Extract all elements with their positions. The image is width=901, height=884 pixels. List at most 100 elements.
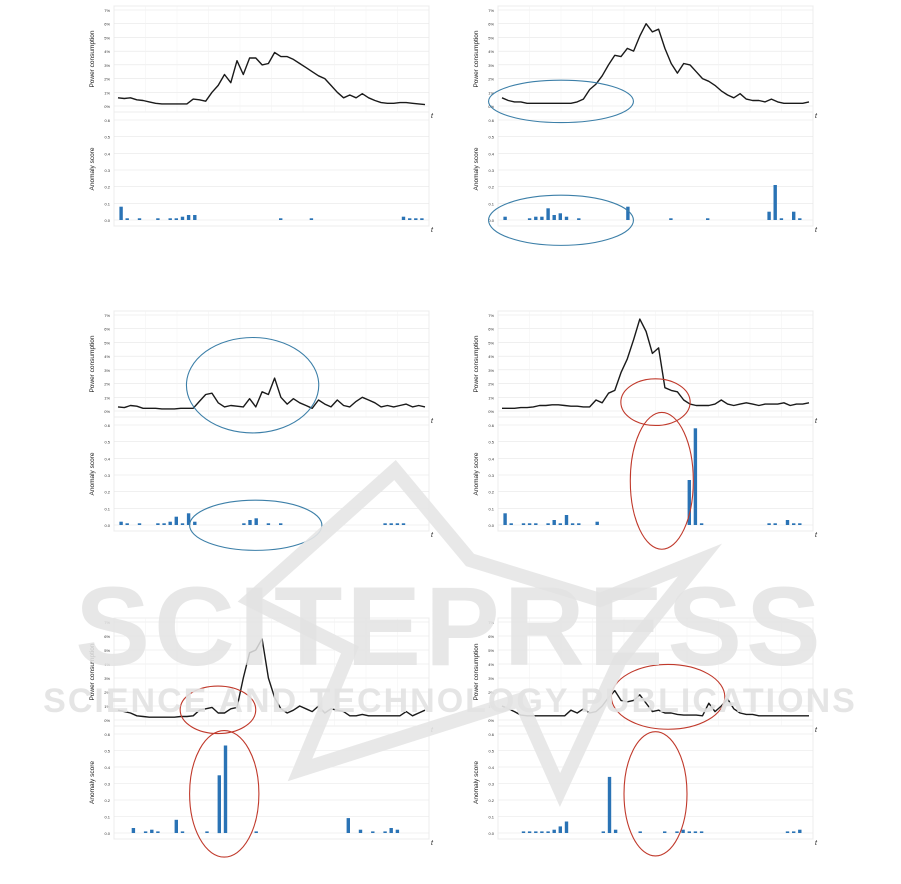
anomaly-tick-label: 0.1 — [104, 201, 110, 206]
power-tick-label: 5% — [488, 35, 494, 40]
power-tick-label: 2% — [104, 382, 110, 387]
anomaly-tick-label: 0.5 — [488, 440, 494, 445]
anomaly-panel-frame — [497, 416, 814, 532]
anomaly-bar — [395, 523, 400, 525]
anomaly-bar — [785, 831, 790, 833]
anomaly-tick-label: 0.3 — [104, 168, 110, 173]
power-tick-label: 4% — [488, 354, 494, 359]
anomaly-bar — [186, 513, 191, 525]
anomaly-bar — [699, 831, 704, 833]
power-tick-label: 1% — [104, 395, 110, 400]
power-axis-label: Power consumption — [89, 335, 96, 392]
power-t-label: t — [431, 113, 434, 120]
anomaly-tick-label: 0.2 — [488, 185, 494, 190]
anomaly-bar — [401, 523, 406, 525]
anomaly-panel-frame — [113, 111, 430, 227]
power-tick-label: 7% — [104, 313, 110, 318]
anomaly-bar — [767, 211, 771, 220]
anomaly-bar — [509, 523, 513, 525]
anomaly-bar — [174, 516, 178, 525]
anomaly-bar — [119, 521, 123, 525]
anomaly-bar — [309, 218, 314, 220]
anomaly-tick-label: 0.5 — [104, 440, 110, 445]
power-tick-label: 6% — [104, 634, 110, 639]
anomaly-bar — [546, 208, 550, 220]
anomaly-bar — [383, 831, 387, 833]
anomaly-bar — [687, 831, 691, 833]
anomaly-tick-label: 0.1 — [488, 506, 494, 511]
anomaly-tick-label: 0.6 — [488, 732, 494, 737]
anomaly-tick-label: 0.6 — [488, 118, 494, 123]
power-tick-label: 0% — [104, 409, 110, 414]
anomaly-bar — [168, 218, 172, 220]
anomaly-bar — [558, 523, 562, 525]
power-tick-label: 4% — [104, 354, 110, 359]
chart-6: 0% 1% 2% 3% 4% 5% 6% 7% 0.0 0.1 0.2 0.3 0.4 0.5 0.6 Pow… — [473, 617, 818, 857]
anomaly-tick-label: 0.0 — [104, 831, 110, 836]
anomaly-bar — [534, 523, 538, 525]
anomaly-bar — [699, 523, 704, 525]
anomaly-tick-label: 0.5 — [104, 749, 110, 754]
power-tick-label: 4% — [104, 49, 110, 54]
anomaly-bar — [773, 185, 777, 220]
anomaly-tick-label: 0.6 — [104, 423, 110, 428]
power-tick-label: 6% — [488, 22, 494, 27]
anomaly-tick-label: 0.0 — [488, 218, 494, 223]
anomaly-bar — [131, 828, 136, 833]
anomaly-bar — [558, 213, 562, 220]
line-highlight-ellipse — [185, 336, 320, 434]
power-axis-label: Power consumption — [473, 643, 480, 700]
power-tick-label: 0% — [488, 718, 494, 723]
anomaly-bar — [792, 211, 796, 220]
line-highlight-ellipse — [610, 663, 726, 730]
anomaly-bar — [408, 218, 412, 220]
anomaly-bar — [534, 216, 538, 220]
anomaly-bar — [693, 831, 698, 833]
anomaly-bar — [248, 520, 252, 525]
power-t-label: t — [815, 727, 818, 734]
anomaly-bar — [527, 218, 532, 220]
power-tick-label: 0% — [488, 104, 494, 109]
anomaly-bar — [420, 218, 424, 220]
power-tick-label: 3% — [488, 676, 494, 681]
power-tick-label: 1% — [488, 395, 494, 400]
anomaly-bar — [193, 215, 197, 220]
power-tick-label: 4% — [488, 49, 494, 54]
anomaly-bar — [266, 523, 271, 525]
anomaly-t-label: t — [815, 532, 818, 539]
anomaly-bar — [156, 218, 160, 220]
power-tick-label: 7% — [104, 8, 110, 13]
anomaly-bar — [595, 521, 599, 525]
anomaly-bar — [601, 831, 605, 833]
anomaly-bar — [527, 523, 532, 525]
power-tick-label: 5% — [488, 648, 494, 653]
anomaly-tick-label: 0.0 — [104, 218, 110, 223]
anomaly-bar — [389, 523, 393, 525]
anomaly-bar — [663, 831, 667, 833]
anomaly-bar — [279, 218, 283, 220]
anomaly-tick-label: 0.5 — [104, 135, 110, 140]
anomaly-bar — [205, 831, 209, 833]
anomaly-bar — [217, 775, 221, 834]
anomaly-t-label: t — [431, 532, 434, 539]
anomaly-bar — [552, 520, 556, 525]
power-t-label: t — [815, 418, 818, 425]
power-tick-label: 2% — [488, 382, 494, 387]
anomaly-bar — [693, 428, 698, 525]
line-highlight-ellipse — [620, 378, 691, 427]
anomaly-tick-label: 0.4 — [104, 456, 110, 461]
anomaly-bar — [798, 523, 802, 525]
anomaly-bar — [540, 831, 544, 833]
anomaly-panel-frame — [497, 111, 814, 227]
power-tick-label: 7% — [104, 620, 110, 625]
anomaly-tick-label: 0.5 — [488, 749, 494, 754]
anomaly-bar — [162, 523, 166, 525]
anomaly-tick-label: 0.2 — [104, 185, 110, 190]
anomaly-tick-label: 0.3 — [488, 782, 494, 787]
power-tick-label: 2% — [488, 77, 494, 82]
anomaly-bar — [546, 523, 550, 525]
anomaly-axis-label: Anomaly score — [473, 761, 480, 804]
anomaly-bar — [254, 831, 258, 833]
power-series-line — [117, 377, 426, 410]
anomaly-bar — [577, 218, 581, 220]
